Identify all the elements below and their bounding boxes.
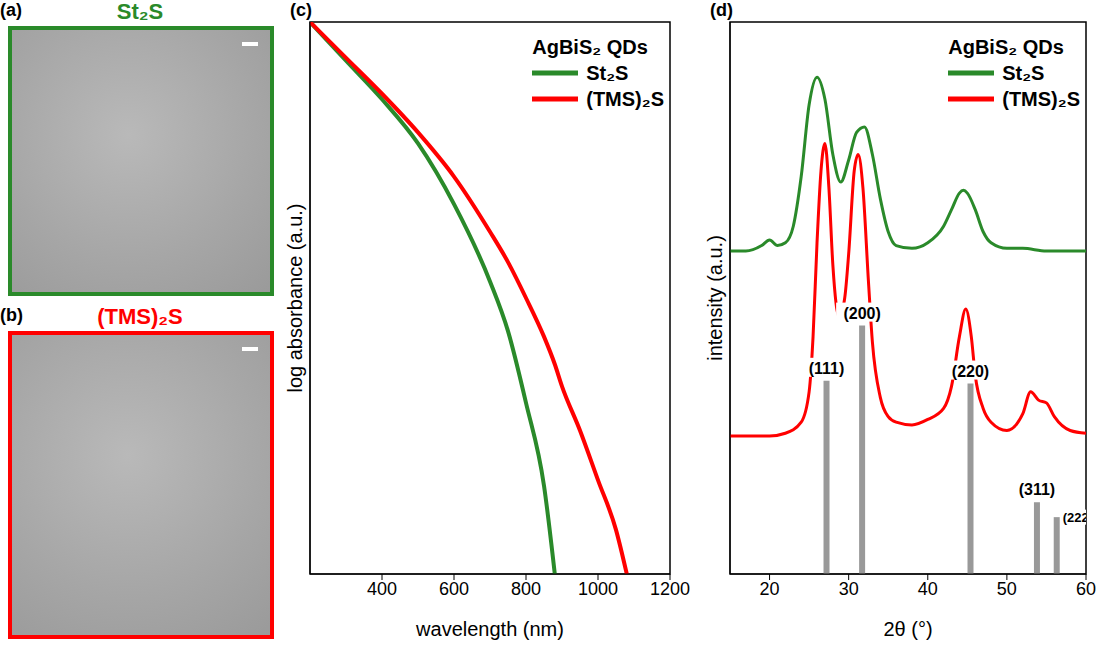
svg-text:wavelength (nm): wavelength (nm) bbox=[415, 618, 564, 640]
svg-text:20: 20 bbox=[760, 579, 780, 599]
svg-text:50: 50 bbox=[997, 579, 1017, 599]
html-text:(TMS)₂S: (TMS)₂S bbox=[586, 87, 664, 110]
svg-text:30: 30 bbox=[839, 579, 859, 599]
html-text:(b): (b) bbox=[0, 305, 23, 325]
html-text:(c): (c) bbox=[290, 0, 312, 20]
svg-text:1000: 1000 bbox=[578, 579, 618, 599]
svg-text:40: 40 bbox=[918, 579, 938, 599]
html-text:St₂S: St₂S bbox=[1002, 61, 1045, 84]
html-text:AgBiS₂ QDs: AgBiS₂ QDs bbox=[948, 36, 1064, 58]
svg-text:(200): (200) bbox=[843, 305, 880, 322]
svg-text:intensity (a.u.): intensity (a.u.) bbox=[704, 235, 726, 361]
svg-text:1200: 1200 bbox=[650, 579, 690, 599]
svg-text:(220): (220) bbox=[952, 363, 989, 380]
svg-text:2θ (°): 2θ (°) bbox=[883, 618, 932, 640]
svg-text:60: 60 bbox=[1076, 579, 1096, 599]
svg-text:(222): (222) bbox=[1063, 510, 1086, 525]
html-text:(a): (a) bbox=[0, 0, 22, 20]
svg-text:400: 400 bbox=[367, 579, 397, 599]
svg-text:800: 800 bbox=[511, 579, 541, 599]
svg-text:(311): (311) bbox=[1019, 481, 1055, 498]
svg-text:(111): (111) bbox=[809, 360, 845, 377]
svg-text:600: 600 bbox=[439, 579, 469, 599]
html-text:(TMS)₂S: (TMS)₂S bbox=[97, 304, 183, 329]
html-text:(d): (d) bbox=[710, 0, 733, 20]
html-text:St₂S: St₂S bbox=[116, 0, 164, 24]
html-text:AgBiS₂ QDs: AgBiS₂ QDs bbox=[532, 36, 648, 58]
svg-text:log absorbance (a.u.): log absorbance (a.u.) bbox=[284, 203, 306, 392]
html-text:St₂S: St₂S bbox=[586, 61, 629, 84]
html-text:(TMS)₂S: (TMS)₂S bbox=[1002, 87, 1080, 110]
